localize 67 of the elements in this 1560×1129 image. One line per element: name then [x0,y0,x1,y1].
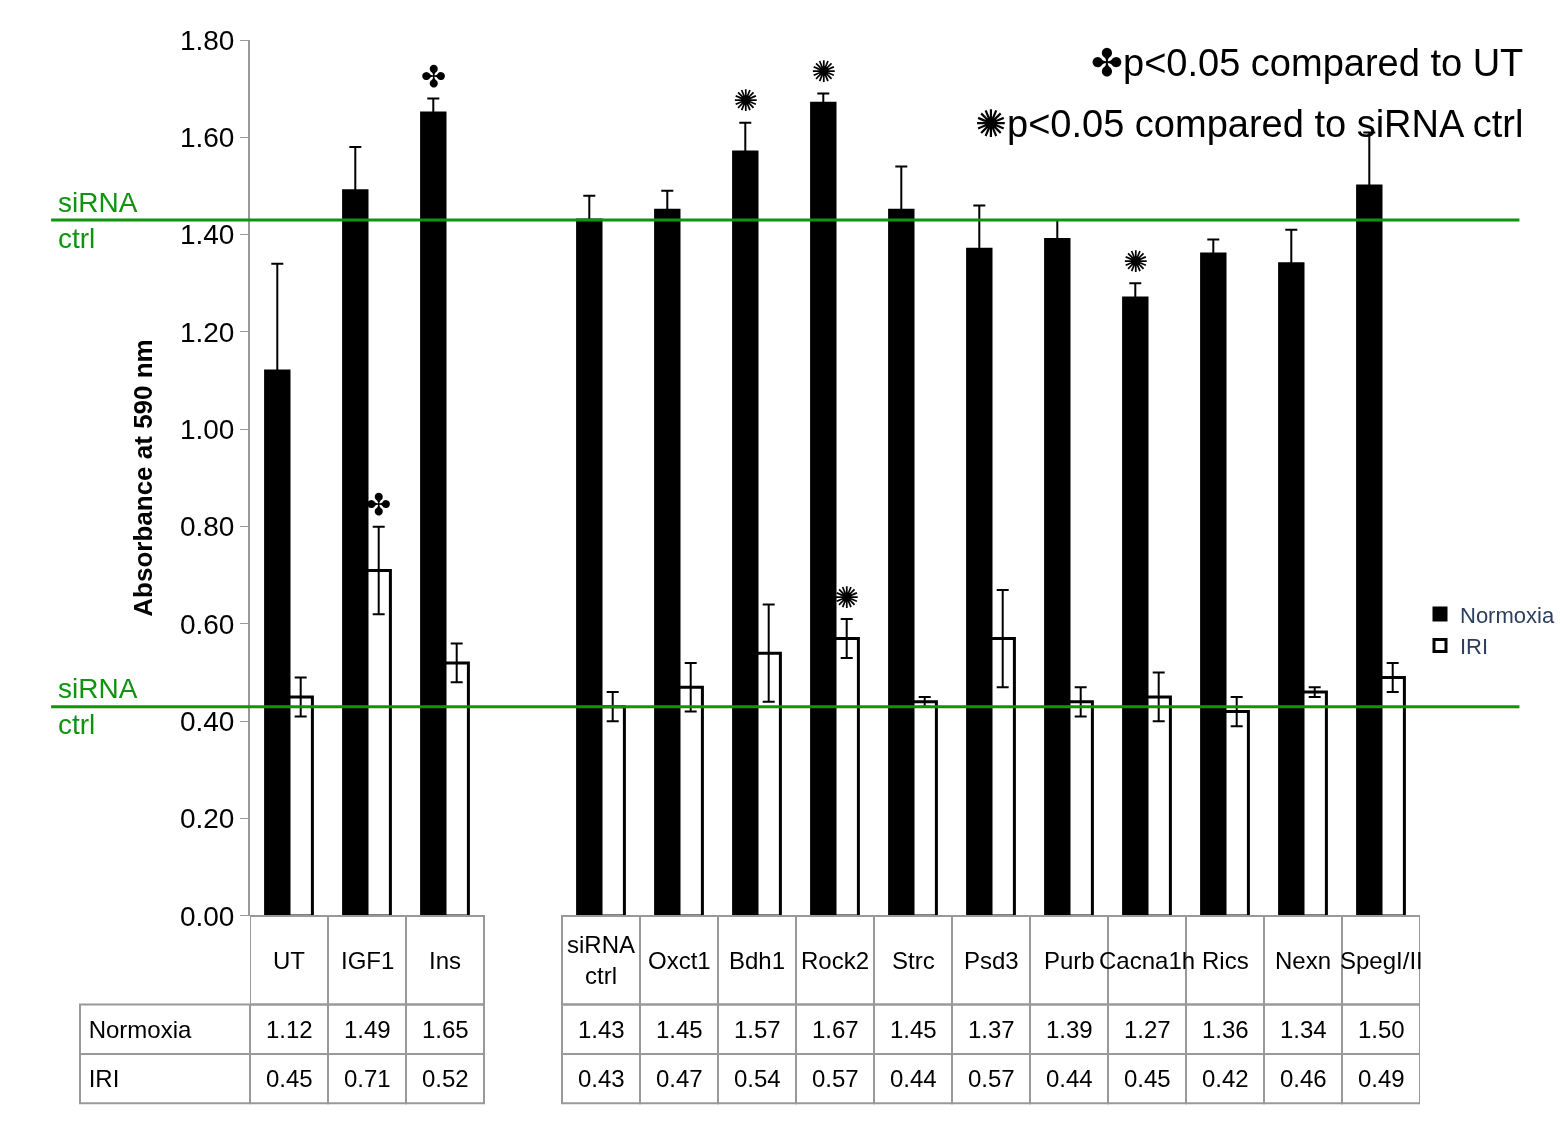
annotation: ✺ [733,83,759,118]
data-label: 0.44 [890,1065,937,1092]
y-tick-label: 1.80 [179,24,235,56]
y-tick-label: 0.60 [179,608,235,640]
x-tick-label: Ins [429,947,462,974]
legend-label: IRI [1460,634,1489,660]
data-label: 1.45 [656,1016,703,1043]
data-label: 1.57 [734,1016,781,1043]
x-tick-label: Bdh1 [729,947,786,974]
x-tick-label: Oxct1 [648,947,711,974]
data-label: 0.43 [578,1065,625,1092]
annotation: ✺ [811,54,837,89]
x-tick-label: UT [273,947,306,974]
y-tick-label: 1.60 [179,122,235,154]
y-tick-label: 0.20 [179,803,235,835]
data-label: 1.37 [968,1016,1015,1043]
x-tick-label: Rock2 [801,947,870,974]
y-tick-label: 0.40 [179,706,235,738]
data-label: 0.45 [266,1065,313,1092]
ref-line-label: siRNA ctrl [58,673,138,741]
data-label: 1.65 [422,1016,469,1043]
text: Normoxia [88,1016,192,1043]
data-label: 0.49 [1358,1065,1405,1092]
annotation: ✤ [421,59,447,94]
data-label: 1.34 [1280,1016,1327,1043]
data-label: 0.44 [1046,1065,1093,1092]
data-label: 1.50 [1358,1016,1405,1043]
ref-line-label: siRNA ctrl [58,187,138,255]
data-label: 0.42 [1202,1065,1249,1092]
y-tick-label: 0.80 [179,511,235,543]
annotation: ✺p<0.05 compared to siRNA ctrl [975,103,1524,145]
data-label: 0.57 [968,1065,1015,1092]
x-tick-label: Strc [892,947,935,974]
data-label: 1.49 [344,1016,391,1043]
y-tick-label: 1.20 [179,316,235,348]
data-label: 0.57 [812,1065,859,1092]
x-tick-label: Psd3 [964,947,1019,974]
x-tick-label: IGF1 [341,947,395,974]
x-tick-label: siRNA ctrl [567,931,636,990]
data-label: 0.46 [1280,1065,1327,1092]
data-label: 1.43 [578,1016,625,1043]
y-axis-title: Absorbance at 590 nm [127,339,158,617]
y-tick-label: 0.00 [179,900,235,932]
data-label: 0.45 [1124,1065,1171,1092]
y-tick-label: 1.40 [179,219,235,251]
annotation: ✺ [834,580,860,615]
data-label: 0.71 [344,1065,391,1092]
x-tick-label: Nexn [1275,947,1332,974]
text: IRI [88,1065,120,1092]
annotation: ✤ [366,487,392,522]
annotation: ✤p<0.05 compared to UT [1091,42,1524,84]
y-tick-label: 1.00 [179,414,235,446]
data-label: 1.67 [812,1016,859,1043]
data-label: 1.12 [266,1016,313,1043]
data-label: 1.45 [890,1016,937,1043]
data-label: 1.36 [1202,1016,1249,1043]
data-label: 1.27 [1124,1016,1171,1043]
data-label: 0.52 [422,1065,469,1092]
x-tick-label: Purb [1044,947,1095,974]
data-label: 1.39 [1046,1016,1093,1043]
x-tick-label: Rics [1202,947,1249,974]
data-label: 0.47 [656,1065,703,1092]
x-tick-label: Cacna1h [1099,947,1196,974]
legend-label: Normoxia [1460,602,1555,628]
data-label: 0.54 [734,1065,781,1092]
x-tick-label: SpegI/II [1340,947,1423,974]
annotation: ✺ [1123,244,1149,279]
